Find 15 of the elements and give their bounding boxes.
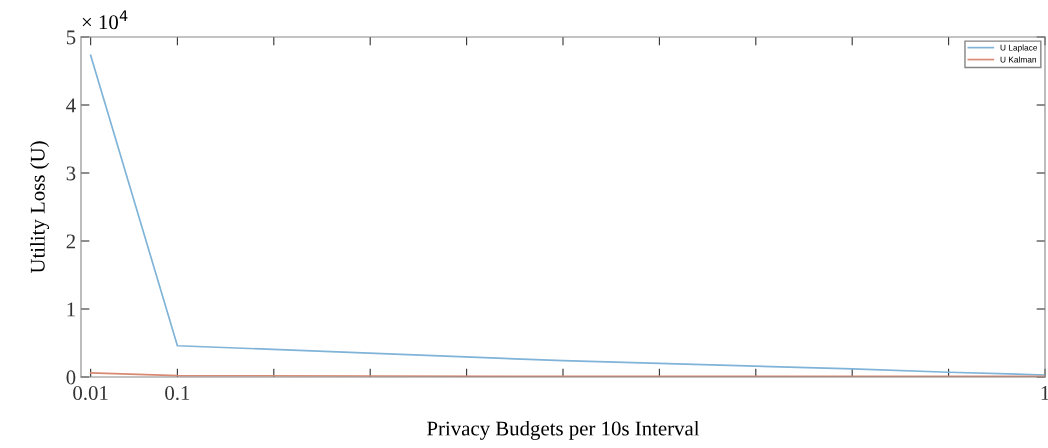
y-tick-label: 5 (66, 30, 76, 45)
x-axis-title: Privacy Budgets per 10s Interval (427, 420, 700, 440)
x-tick-label: 1 (1041, 386, 1048, 400)
x-tick-label: 0.1 (165, 385, 190, 401)
y-tick-label: 3 (66, 166, 76, 181)
y-tick-label: 0 (66, 370, 76, 385)
legend-label: U Kalman (1000, 56, 1037, 63)
y-tick-label: 2 (66, 234, 75, 249)
text: × 10$^{4}$ (82, 10, 128, 30)
y-tick-label: 4 (66, 98, 76, 113)
x-tick-label: 0.01 (73, 385, 108, 401)
y-tick-label: 1 (67, 302, 75, 317)
y-axis-title: Utility Loss (U) (30, 141, 50, 274)
legend-label: U Laplace (1000, 44, 1038, 53)
line-series (89, 54, 1045, 376)
